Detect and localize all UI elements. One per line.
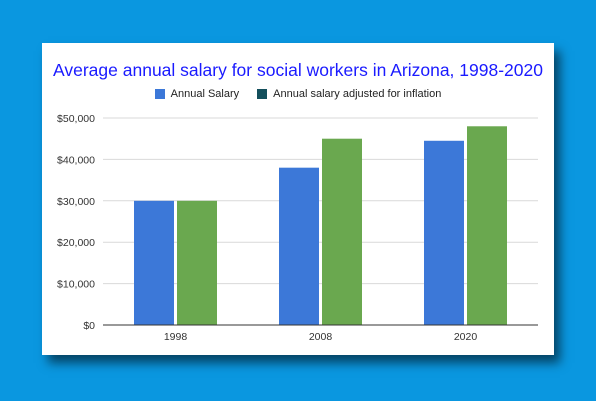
chart-title: Average annual salary for social workers…	[53, 60, 543, 80]
bar-adjusted-salary-1998	[177, 200, 217, 325]
bar-adjusted-salary-2020	[467, 126, 507, 325]
legend-swatch-annual-salary	[154, 89, 165, 99]
legend-item-adjusted-salary: Annual salary adjusted for inflation	[257, 88, 441, 100]
bar-annual-salary-2020	[424, 140, 464, 325]
bar-annual-salary-1998	[134, 200, 174, 325]
x-tick-label: 2008	[309, 331, 333, 343]
x-tick-label: 2020	[454, 331, 478, 343]
legend-label-annual-salary: Annual Salary	[170, 88, 240, 100]
y-tick-label: $0	[83, 320, 95, 332]
bar-adjusted-salary-2008	[322, 138, 362, 325]
y-tick-label: $40,000	[57, 154, 95, 166]
legend-item-annual-salary: Annual Salary	[154, 88, 240, 100]
x-tick-label: 1998	[164, 331, 188, 343]
legend-label-adjusted-salary: Annual salary adjusted for inflation	[273, 88, 442, 100]
chart-legend: Annual Salary Annual salary adjusted for…	[0, 88, 596, 100]
y-tick-label: $50,000	[57, 113, 95, 125]
y-tick-label: $10,000	[57, 279, 95, 291]
legend-swatch-adjusted-salary	[257, 89, 268, 99]
y-tick-label: $20,000	[57, 237, 95, 249]
y-tick-label: $30,000	[57, 196, 95, 208]
bar-annual-salary-2008	[279, 167, 319, 325]
